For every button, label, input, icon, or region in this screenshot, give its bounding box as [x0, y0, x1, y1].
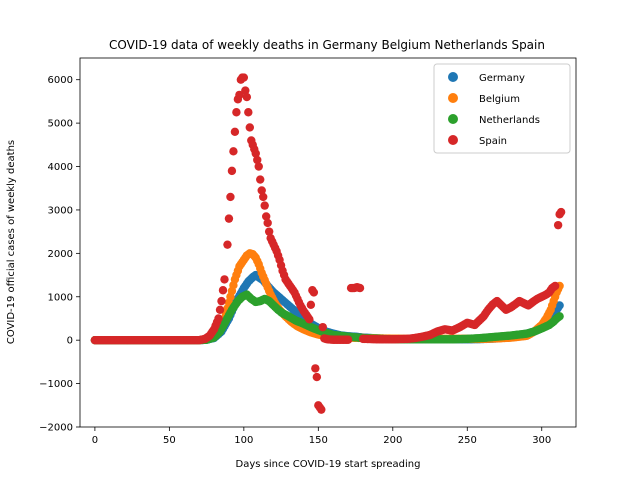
plot-frame: [79, 57, 577, 428]
legend-label-belgium: Belgium: [479, 94, 520, 105]
point-spain: [214, 314, 223, 323]
point-spain: [215, 305, 225, 314]
legend-marker-belgium: [448, 93, 458, 103]
point-spain: [318, 322, 327, 332]
point-spain: [553, 220, 563, 230]
point-spain: [264, 227, 274, 236]
point-spain: [244, 108, 253, 117]
point-spain: [223, 240, 232, 249]
point-spain: [261, 212, 271, 221]
legend-label-germany: Germany: [479, 73, 525, 84]
point-spain: [242, 92, 252, 102]
point-spain: [305, 315, 314, 324]
x-tick-label: 200: [383, 435, 402, 446]
point-spain: [257, 186, 266, 195]
y-tick-label: 1000: [48, 292, 73, 303]
x-axis: 0 50 100 150 200 250 300: [92, 427, 551, 446]
point-netherlands: [555, 312, 564, 321]
point-spain: [227, 166, 237, 176]
y-axis: −2000 −1000 0 1000 2000 3000 4000 5000 6000: [39, 75, 80, 434]
point-spain: [312, 372, 322, 382]
point-spain: [259, 192, 268, 202]
point-spain: [263, 218, 272, 228]
point-germany: [555, 301, 564, 310]
point-spain: [311, 364, 320, 373]
x-tick-label: 250: [458, 435, 477, 446]
legend-marker-germany: [448, 72, 458, 82]
y-tick-label: 6000: [48, 75, 73, 86]
point-spain: [253, 155, 262, 165]
chart-title: COVID-19 data of weekly deaths in German…: [109, 38, 545, 52]
point-spain: [317, 405, 326, 414]
y-axis-label: COVID-19 official cases of weekly deaths: [6, 140, 17, 344]
x-axis-label: Days since COVID-19 start spreading: [236, 459, 421, 470]
y-tick-label: −2000: [39, 423, 73, 434]
point-spain: [224, 214, 234, 223]
point-spain: [226, 192, 235, 202]
x-tick-label: 0: [92, 435, 98, 446]
legend: Germany Belgium Netherlands Spain: [433, 63, 571, 154]
point-spain: [245, 123, 254, 132]
point-spain: [254, 162, 263, 171]
point-spain: [232, 108, 241, 117]
y-tick-label: 4000: [48, 162, 73, 173]
points-layer: [90, 73, 566, 414]
point-spain: [239, 73, 249, 82]
point-spain: [218, 286, 228, 295]
x-tick-label: 100: [234, 435, 253, 446]
x-tick-label: 300: [532, 435, 551, 446]
point-spain: [550, 281, 560, 291]
legend-box: [433, 63, 571, 154]
y-tick-label: 0: [67, 336, 73, 347]
point-spain: [556, 207, 566, 217]
point-spain: [343, 335, 353, 344]
legend-label-spain: Spain: [479, 136, 507, 147]
point-spain: [260, 201, 269, 210]
y-tick-label: 3000: [48, 205, 73, 216]
point-spain: [355, 283, 365, 293]
point-spain: [220, 275, 229, 284]
legend-label-netherlands: Netherlands: [479, 115, 540, 126]
y-tick-label: 2000: [48, 249, 73, 260]
y-tick-label: −1000: [39, 379, 73, 390]
point-spain: [256, 175, 265, 184]
x-tick-label: 50: [163, 435, 176, 446]
legend-marker-spain: [448, 135, 458, 145]
point-spain: [306, 300, 316, 309]
legend-marker-netherlands: [448, 114, 458, 124]
y-tick-label: 5000: [48, 119, 73, 130]
point-spain: [235, 90, 244, 100]
x-tick-label: 150: [309, 435, 328, 446]
point-spain: [230, 127, 240, 136]
point-spain: [309, 288, 319, 297]
point-spain: [241, 86, 250, 95]
point-spain: [251, 149, 260, 158]
point-spain: [217, 296, 226, 306]
point-spain: [229, 147, 238, 156]
